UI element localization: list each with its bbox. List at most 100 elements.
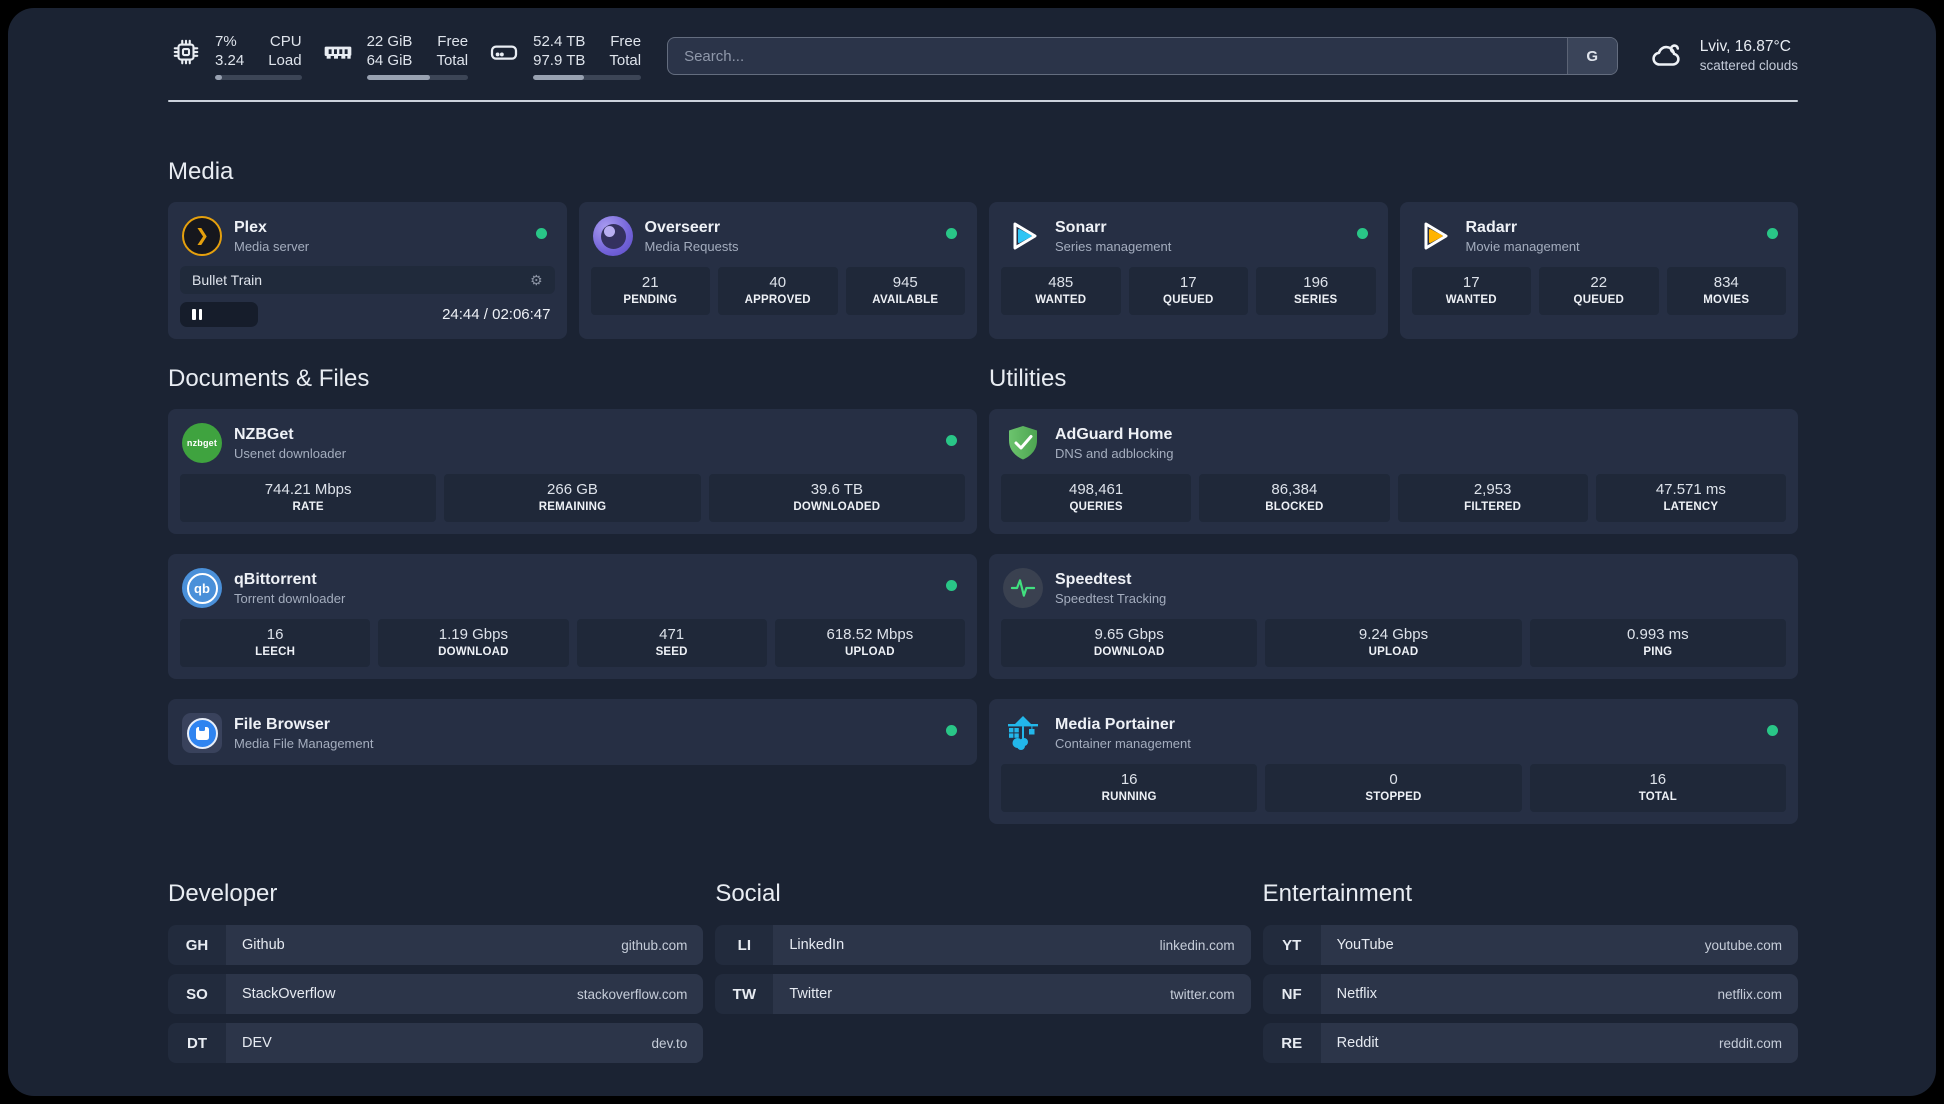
service-description: DNS and adblocking bbox=[1055, 446, 1174, 461]
plex-icon: ❯ bbox=[182, 216, 222, 256]
service-name: Media Portainer bbox=[1055, 716, 1176, 733]
stat-tile: 471 SEED bbox=[576, 619, 767, 667]
pause-icon bbox=[192, 309, 196, 320]
bookmark-reddit[interactable]: RE Reddit reddit.com bbox=[1262, 1023, 1798, 1063]
section-title-social: Social bbox=[715, 880, 781, 907]
stat-tile: 47.571 ms LATENCY bbox=[1595, 474, 1786, 522]
stat-tile: 16 LEECH bbox=[180, 619, 371, 667]
weather-condition: scattered clouds bbox=[1699, 58, 1798, 73]
cpu-progress-bar bbox=[215, 75, 302, 80]
bookmark-abbr: LI bbox=[715, 925, 774, 965]
bookmark-url: reddit.com bbox=[1718, 1035, 1782, 1051]
overseerr-card[interactable]: Overseerr Media Requests 21 PENDING 40 A… bbox=[578, 202, 977, 339]
section-title-media: Media bbox=[168, 158, 234, 185]
stat-tile: 618.52 Mbps UPLOAD bbox=[774, 619, 965, 667]
bookmark-name: Netflix bbox=[1336, 986, 1377, 1002]
disk-progress-bar bbox=[533, 75, 642, 80]
bookmark-abbr: SO bbox=[168, 974, 226, 1014]
stat-tile: 0.993 ms PING bbox=[1529, 619, 1786, 667]
stat-tile: 196 SERIES bbox=[1256, 267, 1376, 315]
service-name: Speedtest bbox=[1055, 571, 1132, 588]
nzbget-icon: nzbget bbox=[182, 423, 222, 463]
search-provider-button[interactable]: G bbox=[1566, 38, 1617, 74]
sonarr-card[interactable]: Sonarr Series management 485 WANTED 17 Q… bbox=[989, 202, 1388, 339]
cpu-label-1: CPU bbox=[269, 33, 302, 50]
bookmark-abbr: YT bbox=[1262, 925, 1321, 965]
bookmark-stackoverflow[interactable]: SO StackOverflow stackoverflow.com bbox=[168, 974, 704, 1014]
stat-tile: 1.19 Gbps DOWNLOAD bbox=[378, 619, 569, 667]
stat-tile: 39.6 TB DOWNLOADED bbox=[708, 474, 965, 522]
status-dot bbox=[1356, 228, 1368, 239]
filebrowser-card[interactable]: File Browser Media File Management bbox=[168, 699, 977, 765]
bookmark-linkedin[interactable]: LI LinkedIn linkedin.com bbox=[715, 925, 1251, 965]
disk-icon bbox=[486, 32, 522, 72]
adguard-card[interactable]: AdGuard Home DNS and adblocking 498,461 … bbox=[989, 409, 1798, 534]
bookmark-dev[interactable]: DT DEV dev.to bbox=[168, 1023, 704, 1063]
bookmark-github[interactable]: GH Github github.com bbox=[168, 925, 704, 965]
pause-button[interactable] bbox=[180, 302, 258, 327]
stat-tile: 21 PENDING bbox=[590, 267, 710, 315]
qbittorrent-icon: qb bbox=[182, 568, 222, 608]
cpu-icon bbox=[168, 32, 204, 72]
section-title-entertainment: Entertainment bbox=[1262, 880, 1413, 907]
bookmark-abbr: TW bbox=[715, 974, 774, 1014]
stat-tile: 9.24 Gbps UPLOAD bbox=[1265, 619, 1522, 667]
service-name: Overseerr bbox=[644, 219, 721, 236]
disk-free: 52.4 TB bbox=[533, 33, 586, 50]
nzbget-card[interactable]: nzbget NZBGet Usenet downloader 744.21 M… bbox=[168, 409, 977, 534]
stat-tile: 86,384 BLOCKED bbox=[1199, 474, 1390, 522]
bookmark-youtube[interactable]: YT YouTube youtube.com bbox=[1262, 925, 1798, 965]
disk-label-2: Total bbox=[609, 52, 642, 69]
service-description: Torrent downloader bbox=[234, 591, 346, 606]
section-title-documents: Documents & Files bbox=[168, 365, 370, 392]
sonarr-icon bbox=[1003, 216, 1043, 256]
bookmark-url: twitter.com bbox=[1170, 986, 1235, 1002]
section-title-utilities: Utilities bbox=[989, 365, 1067, 392]
status-dot bbox=[946, 228, 957, 239]
plex-card[interactable]: ❯ Plex Media server Bullet Train ⚙ 24:44… bbox=[168, 202, 567, 339]
status-dot bbox=[946, 580, 957, 591]
status-dot bbox=[1767, 228, 1778, 239]
memory-free: 22 GiB bbox=[366, 33, 413, 50]
service-description: Usenet downloader bbox=[234, 446, 347, 461]
service-description: Speedtest Tracking bbox=[1055, 591, 1167, 606]
service-name: Plex bbox=[234, 219, 267, 236]
bookmark-url: github.com bbox=[621, 937, 688, 953]
bookmark-netflix[interactable]: NF Netflix netflix.com bbox=[1262, 974, 1798, 1014]
bookmark-abbr: RE bbox=[1262, 1023, 1321, 1063]
bookmark-url: stackoverflow.com bbox=[577, 986, 688, 1002]
service-description: Movie management bbox=[1465, 239, 1580, 254]
weather-widget[interactable]: Lviv, 16.87°C scattered clouds bbox=[1648, 37, 1798, 75]
bookmark-abbr: DT bbox=[168, 1023, 226, 1063]
stat-tile: 17 WANTED bbox=[1411, 267, 1531, 315]
section-utilities: Utilities bbox=[989, 365, 1798, 824]
bookmark-name: YouTube bbox=[1336, 937, 1394, 953]
stat-tile: 17 QUEUED bbox=[1128, 267, 1248, 315]
status-dot bbox=[535, 228, 547, 239]
bookmark-url: linkedin.com bbox=[1159, 937, 1235, 953]
radarr-card[interactable]: Radarr Movie management 17 WANTED 22 QUE… bbox=[1399, 202, 1798, 339]
settings-icon[interactable]: ⚙ bbox=[529, 272, 543, 288]
now-playing-title: Bullet Train bbox=[192, 272, 263, 288]
service-name: Radarr bbox=[1465, 219, 1518, 236]
bookmark-url: dev.to bbox=[651, 1035, 688, 1051]
search-input[interactable] bbox=[668, 38, 1567, 74]
memory-icon bbox=[320, 32, 356, 72]
top-bar: 7% 3.24 CPU Load bbox=[168, 32, 1798, 80]
resource-widgets: 7% 3.24 CPU Load bbox=[168, 32, 642, 80]
qbittorrent-card[interactable]: qb qBittorrent Torrent downloader 16 LEE… bbox=[168, 554, 977, 679]
stat-tile: 0 STOPPED bbox=[1265, 764, 1522, 812]
portainer-card[interactable]: Media Portainer Container management 16 … bbox=[989, 699, 1798, 824]
adguard-icon bbox=[1003, 423, 1043, 463]
memory-progress-bar bbox=[366, 75, 469, 80]
playback-time: 24:44 / 02:06:47 bbox=[442, 306, 551, 323]
overseerr-icon bbox=[592, 216, 633, 256]
speedtest-card[interactable]: Speedtest Speedtest Tracking 9.65 Gbps D… bbox=[989, 554, 1798, 679]
bookmark-name: LinkedIn bbox=[789, 937, 845, 953]
cpu-resource-widget: 7% 3.24 CPU Load bbox=[168, 32, 302, 80]
weather-location-temp: Lviv, 16.87°C bbox=[1699, 38, 1791, 55]
bookmark-twitter[interactable]: TW Twitter twitter.com bbox=[715, 974, 1251, 1014]
bookmark-name: Github bbox=[242, 937, 285, 953]
service-name: qBittorrent bbox=[234, 571, 317, 588]
stat-tile: 2,953 FILTERED bbox=[1397, 474, 1588, 522]
